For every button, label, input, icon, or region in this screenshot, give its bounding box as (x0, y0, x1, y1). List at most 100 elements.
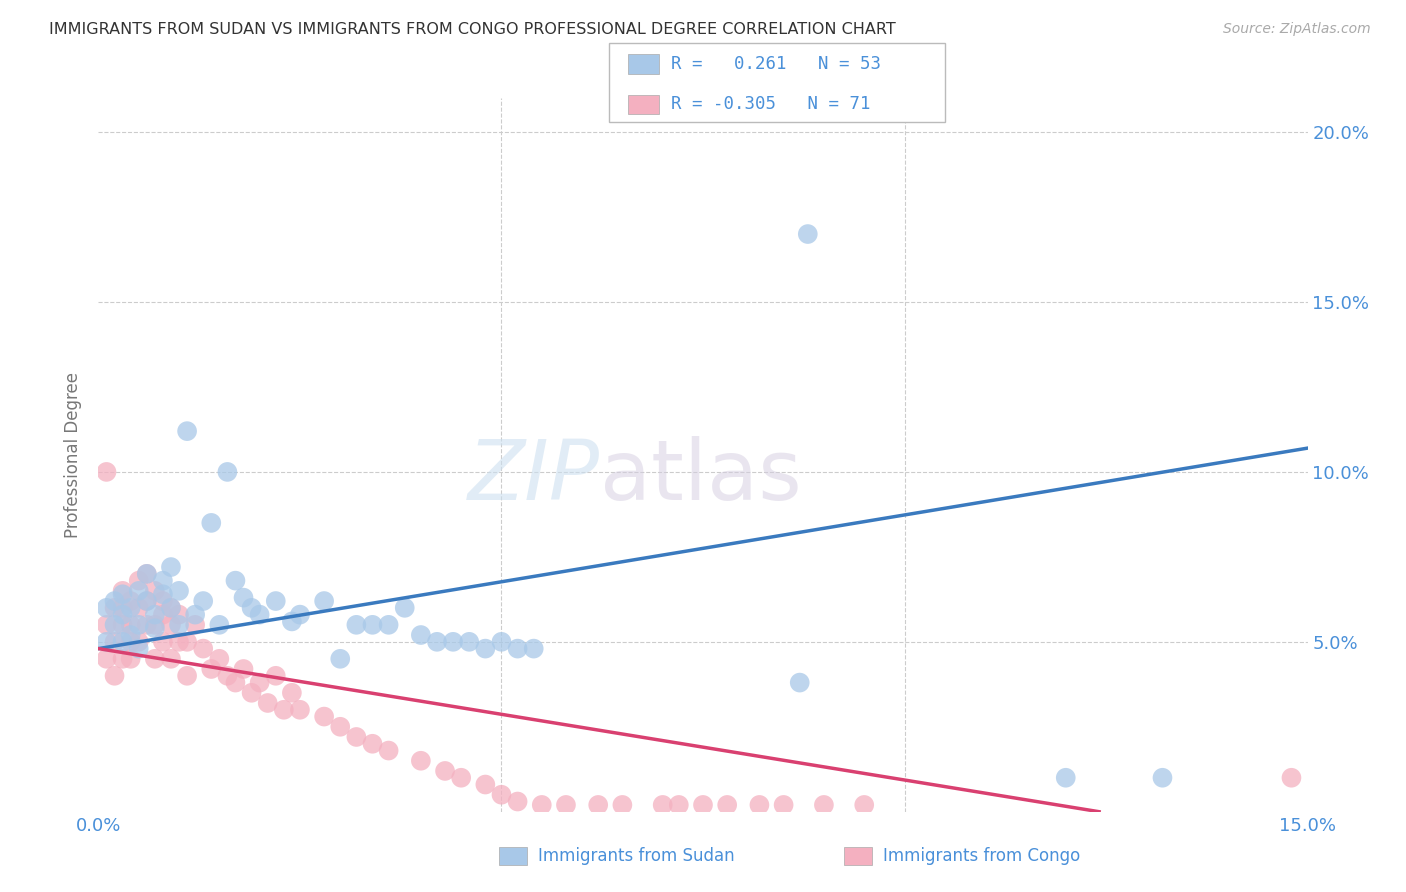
Point (217, 465, 239, 479)
Point (240, 600, 263, 615)
Point (612, 797, 634, 812)
Point (135, 617, 157, 632)
Point (314, 594, 336, 608)
Text: ZIP: ZIP (468, 436, 600, 516)
Point (176, 669, 198, 683)
Point (193, 594, 215, 608)
Point (103, 617, 125, 632)
Point (651, 797, 673, 812)
Point (111, 652, 134, 666)
Point (103, 594, 125, 608)
Point (96, 465, 118, 479)
Point (1054, 771, 1077, 785)
Point (458, 635, 481, 649)
Point (111, 617, 134, 632)
Point (143, 583, 166, 598)
Point (232, 662, 254, 676)
Point (249, 675, 271, 690)
Point (176, 424, 198, 438)
Point (128, 641, 150, 656)
Point (748, 797, 770, 812)
Point (797, 227, 820, 241)
Point (692, 797, 714, 812)
Point (111, 600, 134, 615)
Text: Source: ZipAtlas.com: Source: ZipAtlas.com (1223, 22, 1371, 37)
Point (1281, 771, 1303, 785)
Point (434, 764, 457, 778)
Point (409, 754, 432, 768)
Point (314, 709, 336, 723)
Point (264, 594, 287, 608)
Point (853, 797, 876, 812)
Point (288, 607, 311, 622)
Point (135, 594, 157, 608)
Point (813, 797, 835, 812)
Point (152, 574, 174, 588)
Point (120, 594, 142, 608)
Point (281, 686, 304, 700)
Point (506, 641, 529, 656)
Point (409, 628, 432, 642)
Point (128, 574, 150, 588)
Point (120, 635, 142, 649)
Point (361, 737, 384, 751)
Point (143, 652, 166, 666)
Point (273, 703, 295, 717)
Point (256, 696, 278, 710)
Point (167, 635, 190, 649)
Point (103, 669, 125, 683)
Text: R =   0.261   N = 53: R = 0.261 N = 53 (671, 55, 880, 73)
Point (111, 635, 134, 649)
Point (344, 730, 367, 744)
Point (377, 743, 399, 757)
Point (160, 600, 183, 615)
Point (1152, 771, 1174, 785)
Point (184, 607, 207, 622)
Point (224, 574, 246, 588)
Point (96, 635, 118, 649)
Point (789, 675, 811, 690)
Point (184, 617, 207, 632)
Point (523, 641, 546, 656)
Point (193, 641, 215, 656)
Point (224, 675, 246, 690)
Point (111, 583, 134, 598)
Point (474, 641, 496, 656)
Point (716, 797, 738, 812)
Point (474, 778, 496, 792)
Point (152, 594, 174, 608)
Point (450, 771, 472, 785)
Point (96, 617, 118, 632)
Text: IMMIGRANTS FROM SUDAN VS IMMIGRANTS FROM CONGO PROFESSIONAL DEGREE CORRELATION C: IMMIGRANTS FROM SUDAN VS IMMIGRANTS FROM… (49, 22, 896, 37)
Point (441, 635, 464, 649)
Point (167, 607, 190, 622)
Point (281, 615, 304, 629)
Text: Immigrants from Sudan: Immigrants from Sudan (538, 847, 735, 865)
Point (240, 686, 263, 700)
Point (555, 797, 578, 812)
Point (135, 566, 157, 581)
Point (288, 703, 311, 717)
Point (103, 635, 125, 649)
Point (329, 652, 352, 666)
Point (668, 797, 690, 812)
Point (160, 600, 183, 615)
Point (394, 600, 416, 615)
Point (249, 607, 271, 622)
Point (120, 617, 142, 632)
Point (167, 617, 190, 632)
Point (111, 607, 134, 622)
Point (167, 583, 190, 598)
Point (120, 600, 142, 615)
Y-axis label: Professional Degree: Professional Degree (65, 372, 83, 538)
Point (135, 566, 157, 581)
Point (426, 635, 449, 649)
Point (103, 600, 125, 615)
Point (120, 652, 142, 666)
Point (128, 617, 150, 632)
Point (208, 617, 231, 632)
Point (120, 628, 142, 642)
Point (530, 797, 553, 812)
Point (160, 617, 183, 632)
Point (208, 652, 231, 666)
